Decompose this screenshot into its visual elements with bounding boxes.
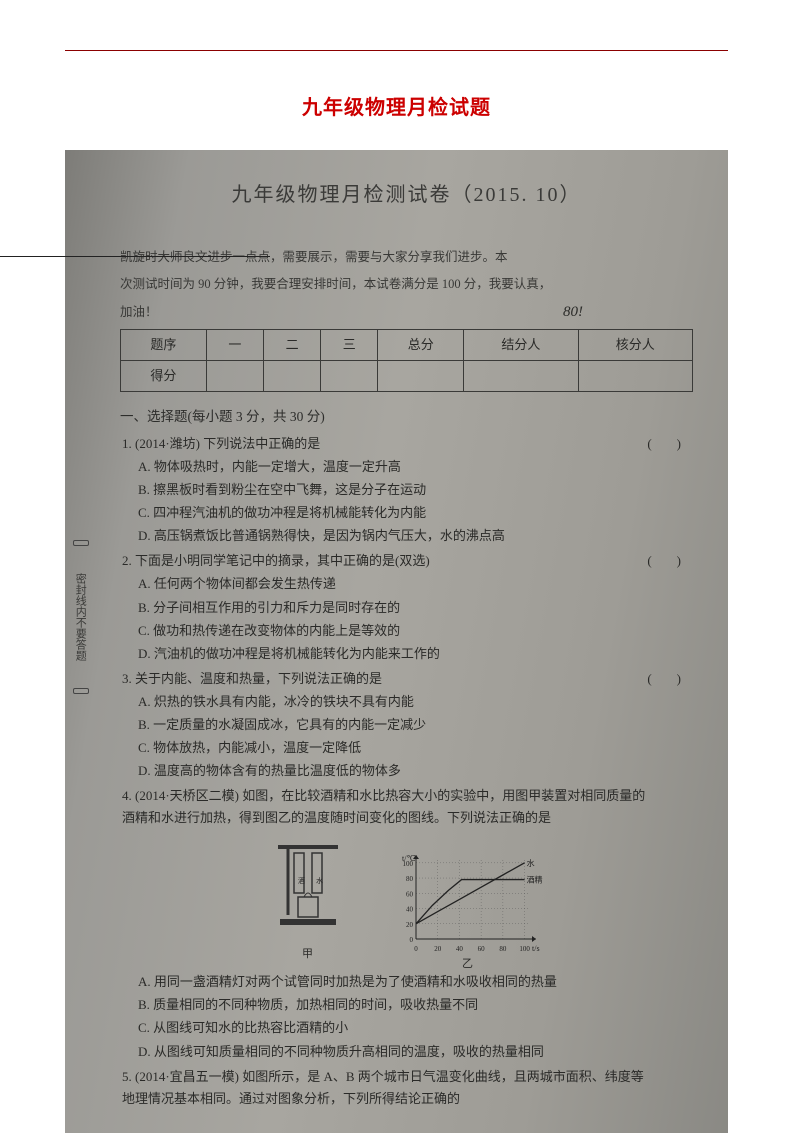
option-b: B. 一定质量的水凝固成冰，它具有的内能一定减少 <box>122 714 693 736</box>
q-src: (2014·宜昌五一模) <box>135 1069 239 1084</box>
q-num: 2. <box>122 553 132 568</box>
question-stem: 1. (2014·潍坊) 下列说法中正确的是 ( ) <box>122 433 693 455</box>
strike-overline <box>0 251 270 261</box>
th-checker: 核分人 <box>578 329 692 360</box>
td-blank <box>464 360 578 391</box>
svg-text:t/℃: t/℃ <box>402 854 415 863</box>
apparatus-icon: 酒 水 <box>268 835 348 935</box>
handwritten-score: 80! <box>563 300 583 326</box>
option-a: A. 任何两个物体间都会发生热传递 <box>122 573 693 595</box>
svg-text:酒: 酒 <box>298 877 305 885</box>
q-num: 1. <box>122 436 132 451</box>
svg-text:40: 40 <box>455 945 463 953</box>
page-title: 九年级物理月检试题 <box>65 91 728 120</box>
option-c: C. 做功和热传递在改变物体的内能上是等效的 <box>122 620 693 642</box>
svg-text:100: 100 <box>519 945 530 953</box>
binding-margin-note: 密封线内不要答题 <box>73 540 89 700</box>
table-row: 题序 一 二 三 总分 结分人 核分人 <box>121 329 693 360</box>
th-total: 总分 <box>378 329 464 360</box>
question-2: 2. 下面是小明同学笔记中的摘录，其中正确的是(双选) ( ) A. 任何两个物… <box>122 550 693 664</box>
option-a: A. 炽热的铁水具有内能，冰冷的铁块不具有内能 <box>122 691 693 713</box>
svg-text:0: 0 <box>409 936 413 944</box>
td-blank <box>264 360 321 391</box>
td-score-label: 得分 <box>121 360 207 391</box>
option-d: D. 温度高的物体含有的热量比温度低的物体多 <box>122 760 693 782</box>
q-text: 下面是小明同学笔记中的摘录，其中正确的是(双选) <box>135 553 430 568</box>
th-3: 三 <box>321 329 378 360</box>
svg-text:80: 80 <box>499 945 507 953</box>
question-3: 3. 关于内能、温度和热量，下列说法正确的是 ( ) A. 炽热的铁水具有内能，… <box>122 668 693 782</box>
table-row: 得分 <box>121 360 693 391</box>
svg-text:酒精: 酒精 <box>526 875 542 885</box>
q-num: 5. <box>122 1069 132 1084</box>
svg-text:40: 40 <box>406 906 414 914</box>
answer-paren: ( ) <box>647 668 687 690</box>
question-stem: 2. 下面是小明同学笔记中的摘录，其中正确的是(双选) ( ) <box>122 550 693 572</box>
svg-text:20: 20 <box>406 921 414 929</box>
question-5: 5. (2014·宜昌五一模) 如图所示，是 A、B 两个城市日气温变化曲线，且… <box>122 1066 693 1110</box>
question-1: 1. (2014·潍坊) 下列说法中正确的是 ( ) A. 物体吸热时，内能一定… <box>122 433 693 547</box>
side-note-text: 密封线内不要答题 <box>73 552 87 682</box>
q-text: 下列说法中正确的是 <box>203 436 320 451</box>
instruction-tail-1: ，需要展示，需要与大家分享我们进步。本 <box>270 250 508 264</box>
option-a: A. 用同一盏酒精灯对两个试管同时加热是为了使酒精和水吸收相同的热量 <box>122 971 693 993</box>
option-c: C. 从图线可知水的比热容比酒精的小 <box>122 1017 693 1039</box>
td-blank <box>578 360 692 391</box>
option-c: C. 四冲程汽油机的做功冲程是将机械能转化为内能 <box>122 502 693 524</box>
q-num: 4. <box>122 788 132 803</box>
caption-left: 甲 <box>268 945 348 964</box>
score-table: 题序 一 二 三 总分 结分人 核分人 得分 <box>120 329 693 392</box>
side-note-block <box>73 540 89 546</box>
th-scorer: 结分人 <box>464 329 578 360</box>
th-2: 二 <box>264 329 321 360</box>
question-stem: 4. (2014·天桥区二模) 如图，在比较酒精和水比热容大小的实验中，用图甲装… <box>122 785 693 829</box>
answer-paren: ( ) <box>647 433 687 455</box>
instruction-line-2: 次测试时间为 90 分钟，我要合理安排时间，本试卷满分是 100 分，我要认真， <box>120 274 693 295</box>
th-1: 一 <box>206 329 263 360</box>
caption-right: 乙 <box>388 955 548 974</box>
question-4: 4. (2014·天桥区二模) 如图，在比较酒精和水比热容大小的实验中，用图甲装… <box>122 785 693 1062</box>
svg-text:t/s: t/s <box>532 944 540 953</box>
chart-figure: 020406080100020406080100t/℃t/s水酒精 乙 <box>388 853 548 963</box>
svg-text:水: 水 <box>526 858 534 868</box>
svg-text:80: 80 <box>406 875 414 883</box>
question-stem: 5. (2014·宜昌五一模) 如图所示，是 A、B 两个城市日气温变化曲线，且… <box>122 1066 693 1110</box>
option-d: D. 高压锅煮饭比普通锅熟得快，是因为锅内气压大，水的沸点高 <box>122 525 693 547</box>
svg-text:60: 60 <box>477 945 485 953</box>
line-chart-icon: 020406080100020406080100t/℃t/s水酒精 <box>388 853 548 953</box>
q-text: 关于内能、温度和热量，下列说法正确的是 <box>135 671 382 686</box>
svg-text:0: 0 <box>414 945 418 953</box>
instruction-line-3-text: 加油！ <box>120 305 158 319</box>
instruction-line-3: 加油！ 80! <box>120 302 693 323</box>
figure-row: 酒 水 甲 020406080100020406080100t/℃t/s水酒精 … <box>122 835 693 963</box>
option-a: A. 物体吸热时，内能一定增大，温度一定升高 <box>122 456 693 478</box>
th-seq: 题序 <box>121 329 207 360</box>
top-rule <box>65 50 728 51</box>
option-d: D. 汽油机的做功冲程是将机械能转化为内能来工作的 <box>122 643 693 665</box>
instruction-line-1: 凯旋时大师良文进步一点点，需要展示，需要与大家分享我们进步。本 <box>120 247 693 268</box>
td-blank <box>206 360 263 391</box>
q-src: (2014·天桥区二模) <box>135 788 239 803</box>
section-1-header: 一、选择题(每小题 3 分，共 30 分) <box>120 406 693 429</box>
svg-text:60: 60 <box>406 891 414 899</box>
svg-text:水: 水 <box>316 876 323 885</box>
option-c: C. 物体放热，内能减小，温度一定降低 <box>122 737 693 759</box>
svg-text:20: 20 <box>434 945 442 953</box>
option-b: B. 擦黑板时看到粉尘在空中飞舞，这是分子在运动 <box>122 479 693 501</box>
side-note-block <box>73 688 89 694</box>
option-d: D. 从图线可知质量相同的不同种物质升高相同的温度，吸收的热量相同 <box>122 1041 693 1063</box>
question-stem: 3. 关于内能、温度和热量，下列说法正确的是 ( ) <box>122 668 693 690</box>
td-blank <box>321 360 378 391</box>
exam-title: 九年级物理月检测试卷（2015. 10） <box>120 178 693 212</box>
apparatus-figure: 酒 水 甲 <box>268 835 348 963</box>
td-blank <box>378 360 464 391</box>
q-num: 3. <box>122 671 132 686</box>
scanned-exam-page: 九年级物理月检测试卷（2015. 10） 凯旋时大师良文进步一点点，需要展示，需… <box>65 150 728 1133</box>
answer-paren: ( ) <box>647 550 687 572</box>
q-src: (2014·潍坊) <box>135 436 200 451</box>
option-b: B. 分子间相互作用的引力和斥力是同时存在的 <box>122 597 693 619</box>
option-b: B. 质量相同的不同种物质，加热相同的时间，吸收热量不同 <box>122 994 693 1016</box>
